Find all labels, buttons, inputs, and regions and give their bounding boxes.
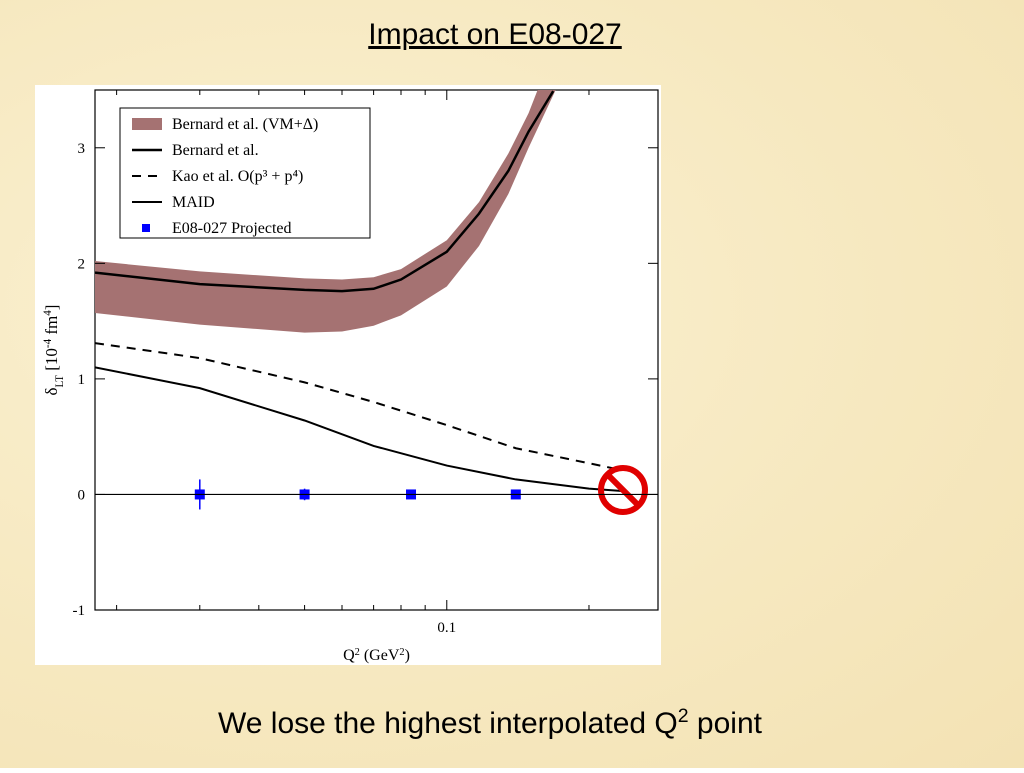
legend-label: E08-027 Projected bbox=[172, 220, 292, 237]
x-axis-label-part: 2 bbox=[355, 647, 360, 658]
legend-label: MAID bbox=[172, 194, 215, 211]
x-axis-label: Q2 (GeV2) bbox=[343, 647, 410, 665]
legend-label: Bernard et al. (VM+Δ) bbox=[172, 116, 318, 133]
x-tick-label: 0.1 bbox=[437, 620, 456, 636]
y-tick-label: 2 bbox=[78, 256, 86, 272]
y-axis-label-part: fm bbox=[42, 316, 61, 339]
curve bbox=[95, 90, 555, 293]
curve bbox=[95, 342, 623, 472]
x-axis-label-part: (GeV bbox=[360, 647, 400, 664]
y-axis-label-part: -4 bbox=[42, 338, 54, 348]
curve bbox=[95, 366, 623, 492]
caption-part: We lose the highest interpolated Q bbox=[218, 707, 678, 740]
y-axis-label: δLT [10-4 fm4] bbox=[42, 305, 66, 396]
y-axis-label-part: LT bbox=[54, 375, 66, 388]
y-axis-label-part: δ bbox=[42, 387, 61, 395]
legend-swatch bbox=[132, 118, 162, 130]
x-axis-label-part: Q bbox=[343, 647, 355, 664]
y-tick-label: 3 bbox=[78, 141, 86, 157]
legend-label: Bernard et al. bbox=[172, 142, 259, 159]
plot-frame bbox=[94, 89, 659, 611]
no-entry-icon bbox=[598, 465, 648, 515]
x-axis-label-part: ) bbox=[405, 647, 410, 664]
x-axis-label-part: 2 bbox=[399, 647, 404, 658]
slide-title: Impact on E08-027 bbox=[368, 18, 622, 51]
y-tick-label: -1 bbox=[73, 603, 86, 619]
y-tick-label: 0 bbox=[78, 487, 86, 503]
y-axis-label-part: ] bbox=[42, 305, 61, 311]
caption-part: 2 bbox=[678, 705, 689, 727]
y-axis-label-part: 4 bbox=[42, 310, 54, 316]
uncertainty-band bbox=[95, 90, 556, 333]
y-tick-label: 1 bbox=[78, 372, 86, 388]
caption-part: point bbox=[689, 707, 763, 740]
legend-label: Kao et al. O(p³ + p⁴) bbox=[172, 168, 303, 185]
y-axis-label-part: [10 bbox=[42, 348, 61, 375]
legend-swatch bbox=[142, 224, 150, 232]
caption: We lose the highest interpolated Q2 poin… bbox=[218, 705, 763, 740]
